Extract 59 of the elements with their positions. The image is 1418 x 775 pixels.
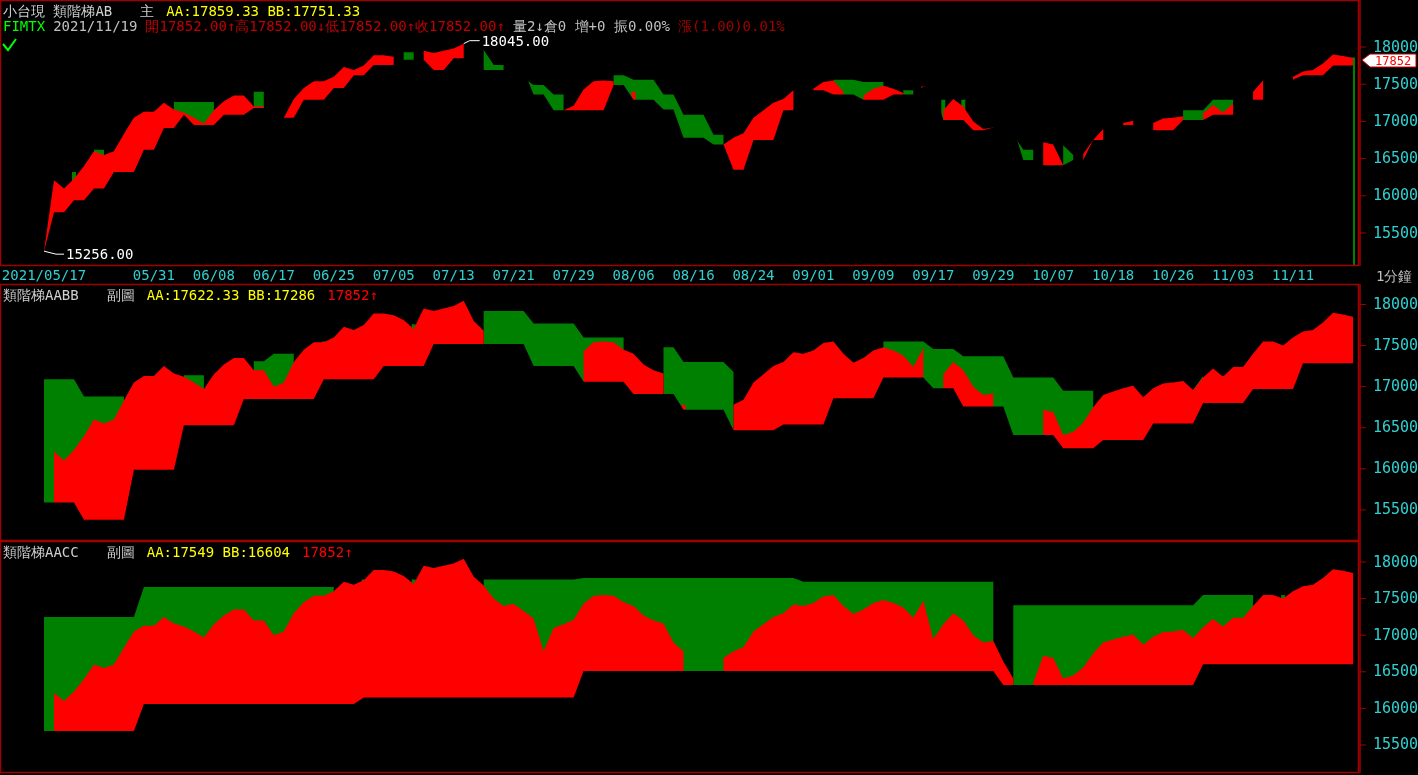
y-tick-label: 18000 [1373,37,1418,56]
y-tick-label: 16500 [1373,662,1418,681]
x-tick-label: 09/09 [852,267,895,283]
y-tick-label: 18000 [1373,294,1418,313]
y-tick-label: 16000 [1373,698,1418,717]
chart-title: 小台現 類階梯AB [3,3,113,19]
x-tick-label: 07/21 [492,267,535,283]
x-tick-label: 09/17 [912,267,955,283]
x-tick-label: 07/29 [552,267,595,283]
x-tick-label: 11/11 [1271,267,1315,283]
y-tick-label: 18000 [1373,552,1418,571]
y-tick-label: 16000 [1373,459,1418,478]
x-tick-label: 2021/05/17 [1,267,87,283]
y-tick-label: 17000 [1373,625,1418,644]
y-tick-label: 16500 [1373,149,1418,168]
x-tick-label: 08/24 [732,267,775,283]
x-tick-label: 06/25 [312,267,355,283]
chart-title: 類階梯AABB [3,287,79,303]
y-tick-label: 17000 [1373,111,1418,130]
y-tick-label: 17500 [1373,336,1418,355]
y-tick-label: 15500 [1373,223,1418,242]
chart-subtitle: 主 [140,3,155,19]
text: 1分鐘 [1376,268,1413,284]
x-tick-label: 09/29 [972,267,1015,283]
text: 17852 [1375,53,1412,68]
chart-subtitle: 副圖 [106,544,135,560]
x-tick-label: 10/26 [1152,267,1195,283]
y-tick-label: 16000 [1373,186,1418,205]
x-tick-label: 07/05 [372,267,415,283]
annotation: 量2↓倉0 增+0 振0.00% [512,18,671,34]
x-tick-label: 09/01 [792,267,835,283]
y-tick-label: 17500 [1373,74,1418,93]
x-tick-label: 06/08 [192,267,235,283]
x-tick-label: 06/17 [252,267,295,283]
annotation: AA:17622.33 BB:17286 [146,287,316,303]
x-tick-label: 11/03 [1212,267,1255,283]
annotation: AA:17549 BB:16604 [146,544,291,560]
annotation: 2021/11/19 [53,18,138,34]
chart-title: 類階梯AACC [3,544,79,560]
y-tick-label: 17000 [1373,377,1418,396]
y-tick-label: 15500 [1373,500,1418,519]
x-tick-label: 08/06 [612,267,655,283]
x-tick-label: 10/07 [1032,267,1075,283]
annotation: 18045.00 [481,32,550,49]
annotation: 15256.00 [66,246,134,263]
x-tick-label: 10/18 [1092,267,1135,283]
annotation: AA:17859.33 BB:17751.33 [166,3,361,19]
chart-subtitle: 副圖 [106,287,135,303]
annotation: 漲(1.00)0.01% [678,18,786,34]
annotation: 17852↑ [302,544,353,560]
x-tick-label: 05/31 [132,267,175,283]
y-tick-label: 15500 [1373,735,1418,754]
x-tick-label: 07/13 [432,267,475,283]
annotation: 17852↑ [327,287,378,303]
y-tick-label: 17500 [1373,589,1418,608]
y-tick-label: 16500 [1373,418,1418,437]
annotation: 開17852.00↑高17852.00↓低17852.00↑收17852.00↑ [145,18,505,34]
annotation: FIMTX [3,18,46,34]
x-tick-label: 08/16 [672,267,715,283]
